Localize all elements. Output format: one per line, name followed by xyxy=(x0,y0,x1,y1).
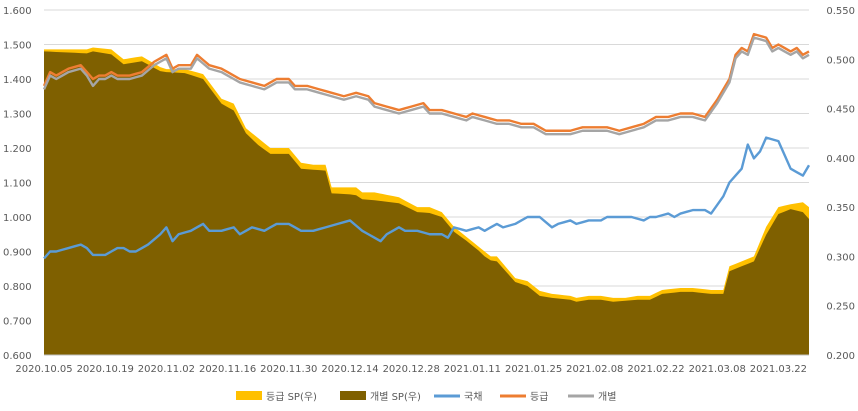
legend-swatch-2 xyxy=(340,391,366,400)
legend-label-1: 등급 SP(우) xyxy=(266,391,317,403)
x-tick-label: 2021.02.22 xyxy=(627,364,684,375)
x-tick-label: 2020.10.05 xyxy=(15,364,72,375)
y-right-tick-label: 0.450 xyxy=(826,105,855,116)
legend-label-5: 개별 xyxy=(598,391,616,403)
legend-label-3: 국채 xyxy=(464,391,482,403)
y-left-tick-label: 1.400 xyxy=(3,75,32,86)
y-left-tick-label: 1.200 xyxy=(3,144,32,155)
x-tick-label: 2020.12.14 xyxy=(321,364,378,375)
y-right-tick-label: 0.500 xyxy=(826,55,855,66)
x-tick-label: 2020.12.28 xyxy=(383,364,440,375)
y-left-tick-label: 0.900 xyxy=(3,248,32,259)
y-left-tick-label: 0.800 xyxy=(3,282,32,293)
y-left-tick-label: 1.000 xyxy=(3,213,32,224)
y-left-tick-label: 1.300 xyxy=(3,110,32,121)
x-tick-label: 2021.01.25 xyxy=(505,364,562,375)
x-tick-label: 2020.10.19 xyxy=(77,364,134,375)
line-series-5 xyxy=(42,36,810,136)
y-left-tick-label: 0.700 xyxy=(3,317,32,328)
legend-label-4: 등급 xyxy=(530,391,548,403)
x-tick-label: 2020.11.16 xyxy=(199,364,256,375)
x-tick-label: 2021.01.11 xyxy=(444,364,501,375)
y-right-tick-label: 0.250 xyxy=(826,302,855,313)
line-series-3 xyxy=(43,136,811,260)
line-series-4 xyxy=(42,32,810,132)
legend-label-2: 개별 SP(우) xyxy=(370,391,421,403)
x-tick-label: 2021.03.22 xyxy=(750,364,807,375)
y-right-tick-label: 0.200 xyxy=(826,351,855,362)
x-tick-label: 2020.11.30 xyxy=(260,364,317,375)
area-series xyxy=(44,47,809,356)
y-right-tick-label: 0.400 xyxy=(826,154,855,165)
y-left-tick-label: 1.100 xyxy=(3,179,32,190)
y-right-tick-label: 0.300 xyxy=(826,252,855,263)
axes: 0.600 0.700 0.800 0.900 1.000 1.100 1.200 1.300… xyxy=(3,6,855,375)
y-right-tick-label: 0.550 xyxy=(826,6,855,17)
area-series-2 xyxy=(44,51,809,356)
legend-swatch-1 xyxy=(236,391,262,400)
x-tick-label: 2021.03.08 xyxy=(689,364,746,375)
line-series xyxy=(42,32,811,260)
legend: 등급 SP(우) 개별 SP(우) 국채 등급 개별 xyxy=(236,391,616,403)
y-right-tick-label: 0.350 xyxy=(826,203,855,214)
x-tick-label: 2021.02.08 xyxy=(566,364,623,375)
y-left-tick-label: 1.500 xyxy=(3,41,32,52)
y-left-tick-label: 0.600 xyxy=(3,351,32,362)
x-tick-label: 2020.11.02 xyxy=(138,364,195,375)
y-left-tick-label: 1.600 xyxy=(3,6,32,17)
